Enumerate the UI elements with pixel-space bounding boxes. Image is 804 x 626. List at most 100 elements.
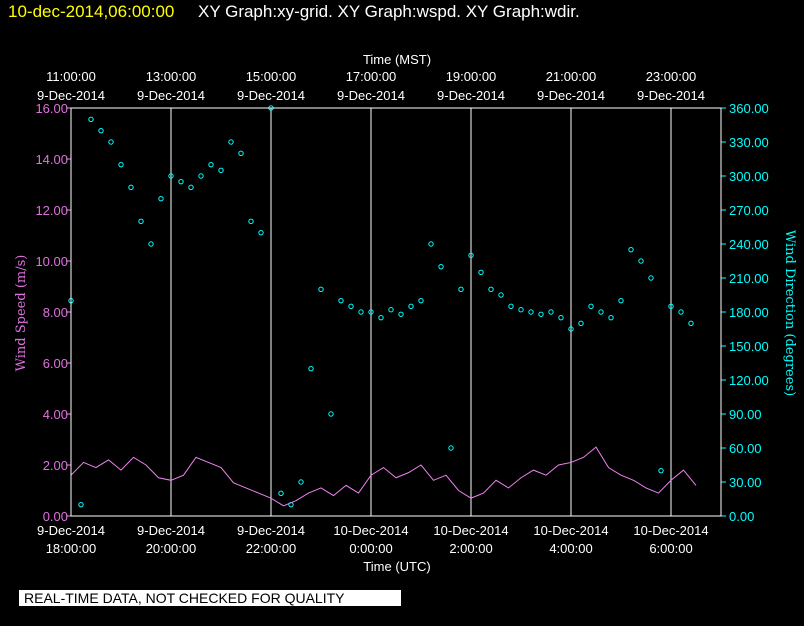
data-point bbox=[158, 195, 164, 202]
data-point bbox=[608, 314, 614, 321]
tick-label: 90.00 bbox=[729, 407, 762, 422]
data-point bbox=[398, 311, 404, 317]
tick-label: 9-Dec-2014 bbox=[337, 88, 405, 103]
header-graph-titles: XY Graph:xy-grid. XY Graph:wspd. XY Grap… bbox=[198, 2, 580, 21]
tick-label: 330.00 bbox=[729, 135, 769, 150]
data-point bbox=[598, 309, 604, 315]
bottom-axis-title: Time (UTC) bbox=[363, 559, 430, 574]
data-point bbox=[168, 173, 174, 179]
tick-label: 10.00 bbox=[35, 254, 68, 269]
data-point bbox=[538, 311, 544, 317]
data-point bbox=[138, 218, 144, 225]
tick-label: 22:00:00 bbox=[246, 541, 297, 556]
top-axis-title: Time (MST) bbox=[363, 52, 431, 67]
data-point bbox=[98, 127, 104, 134]
tick-label: 6:00:00 bbox=[649, 541, 692, 556]
data-point bbox=[348, 303, 354, 310]
tick-label: 0.00 bbox=[729, 509, 754, 524]
tick-label: 14.00 bbox=[35, 152, 68, 167]
data-point bbox=[638, 258, 644, 264]
data-point bbox=[228, 139, 234, 145]
right-axis-title: Wind Direction (degrees) bbox=[782, 230, 797, 396]
left-axis-ticks: 0.00 2.00 4.00 6.00 8.00 10.00 12.00 14.00 16.00 bbox=[35, 101, 71, 524]
tick-label: 9-Dec-2014 bbox=[237, 523, 305, 538]
data-point bbox=[128, 184, 134, 191]
data-point bbox=[388, 307, 394, 313]
tick-label: 10-Dec-2014 bbox=[533, 523, 608, 538]
data-point bbox=[208, 161, 214, 168]
tick-label: 210.00 bbox=[729, 271, 769, 286]
data-point bbox=[328, 411, 334, 417]
data-point bbox=[248, 218, 254, 225]
data-point bbox=[438, 263, 444, 270]
data-point bbox=[488, 286, 494, 293]
data-point bbox=[378, 314, 384, 321]
tick-label: 180.00 bbox=[729, 305, 769, 320]
tick-label: 0:00:00 bbox=[349, 541, 392, 556]
quality-notice: REAL-TIME DATA, NOT CHECKED FOR QUALITY bbox=[19, 590, 401, 606]
tick-label: 18:00:00 bbox=[46, 541, 97, 556]
data-point bbox=[238, 150, 244, 157]
data-point bbox=[418, 297, 424, 304]
tick-label: 9-Dec-2014 bbox=[437, 88, 505, 103]
tick-label: 2:00:00 bbox=[449, 541, 492, 556]
data-point bbox=[108, 139, 114, 145]
data-point bbox=[258, 229, 264, 236]
data-point bbox=[358, 309, 364, 315]
tick-label: 9-Dec-2014 bbox=[237, 88, 305, 103]
data-point bbox=[628, 246, 634, 253]
data-point bbox=[178, 178, 184, 185]
tick-label: 9-Dec-2014 bbox=[537, 88, 605, 103]
bottom-axis-ticks: 9-Dec-2014 18:00:00 9-Dec-2014 20:00:00 9-De… bbox=[37, 523, 709, 556]
data-point bbox=[278, 490, 284, 497]
data-point bbox=[498, 292, 504, 298]
data-point bbox=[78, 501, 84, 508]
tick-label: 120.00 bbox=[729, 373, 769, 388]
tick-label: 9-Dec-2014 bbox=[37, 523, 105, 538]
data-point bbox=[408, 303, 414, 310]
tick-label: 19:00:00 bbox=[446, 69, 497, 84]
data-point bbox=[188, 184, 194, 191]
tick-label: 4.00 bbox=[43, 407, 68, 422]
tick-label: 12.00 bbox=[35, 203, 68, 218]
data-point bbox=[448, 445, 454, 451]
tick-label: 10-Dec-2014 bbox=[433, 523, 508, 538]
wind-direction-series bbox=[68, 105, 694, 508]
tick-label: 4:00:00 bbox=[549, 541, 592, 556]
left-axis-title: Wind Speed (m/s) bbox=[14, 255, 29, 372]
tick-label: 360.00 bbox=[729, 101, 769, 116]
header-timestamp: 10-dec-2014,06:00:00 bbox=[8, 2, 174, 21]
tick-label: 15:00:00 bbox=[246, 69, 297, 84]
tick-label: 270.00 bbox=[729, 203, 769, 218]
data-point bbox=[508, 303, 514, 310]
data-point bbox=[668, 303, 674, 310]
tick-label: 9-Dec-2014 bbox=[37, 88, 105, 103]
tick-label: 11:00:00 bbox=[46, 69, 96, 84]
data-point bbox=[318, 286, 324, 293]
tick-label: 30.00 bbox=[729, 475, 762, 490]
data-point bbox=[308, 365, 314, 372]
data-point bbox=[658, 467, 664, 474]
vertical-grid-lines bbox=[70, 108, 672, 516]
tick-label: 6.00 bbox=[43, 356, 68, 371]
tick-label: 13:00:00 bbox=[146, 69, 197, 84]
data-point bbox=[368, 309, 374, 315]
data-point bbox=[428, 241, 434, 247]
data-point bbox=[558, 314, 564, 321]
tick-label: 16.00 bbox=[35, 101, 68, 116]
data-point bbox=[678, 309, 684, 315]
data-point bbox=[458, 286, 464, 293]
tick-label: 10-Dec-2014 bbox=[633, 523, 708, 538]
plot-frame bbox=[70, 107, 722, 517]
data-point bbox=[588, 303, 594, 310]
tick-label: 23:00:00 bbox=[646, 69, 697, 84]
data-point bbox=[578, 320, 584, 327]
tick-label: 300.00 bbox=[729, 169, 769, 184]
wind-speed-series bbox=[70, 446, 697, 507]
tick-label: 9-Dec-2014 bbox=[137, 88, 205, 103]
right-axis-ticks: 0.00 30.00 60.00 90.00 120.00 150.00 180.00 210… bbox=[721, 101, 769, 524]
tick-label: 20:00:00 bbox=[146, 541, 197, 556]
data-point bbox=[218, 167, 224, 174]
data-point bbox=[648, 275, 654, 281]
